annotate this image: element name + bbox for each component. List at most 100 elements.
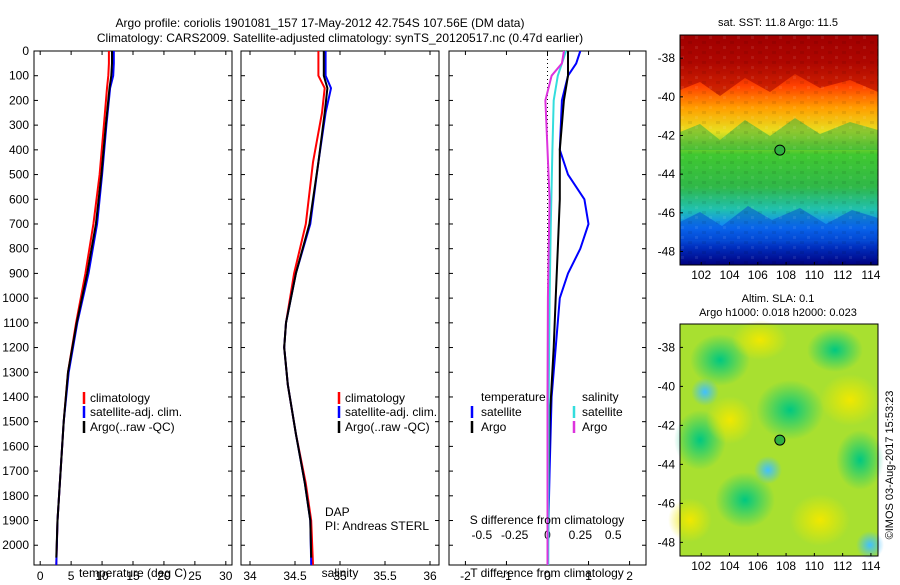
sla-anomaly: [732, 320, 788, 360]
sla-anomaly: [807, 328, 863, 372]
y-tick-label: 1300: [2, 365, 29, 379]
y-tick-label: 1700: [2, 464, 29, 478]
y-tick-label: 0: [22, 44, 29, 58]
x-tick2-label: 0.5: [605, 528, 622, 542]
x-tick2-label: -0.5: [471, 528, 492, 542]
difference-legend-temperature: temperature satellite Argo: [470, 390, 546, 434]
x-tick-label: 5: [68, 569, 75, 580]
x-tick-label: 30: [219, 569, 233, 580]
difference-lines: [544, 50, 590, 566]
series-line-salinity-satellite: [547, 50, 567, 566]
x-tick-label: 2: [626, 569, 633, 580]
sla-argo-marker: [774, 434, 786, 446]
salinity-annotation-pi: PI: Andreas STERL: [325, 519, 429, 533]
legend-label-satellite: satellite-adj. clim.: [90, 405, 182, 419]
map-y-tick-label: -48: [658, 535, 676, 549]
map-y-tick-label: -40: [658, 379, 676, 393]
timestamp: ©IMOS 03-Aug-2017 15:53:23: [884, 391, 896, 540]
map-x-tick-label: 106: [748, 268, 768, 282]
x-tick-label: 1: [585, 569, 592, 580]
map-y-tick-label: -42: [658, 129, 676, 143]
legend-label-argo: Argo(..raw -QC): [90, 420, 175, 434]
map-x-tick-label: 102: [691, 268, 711, 282]
map-y-tick-label: -38: [658, 51, 676, 65]
y-tick-label: 1100: [3, 316, 29, 330]
temperature-xlabel: temperature (deg C): [79, 566, 187, 580]
legend-label-argo: Argo(..raw -QC): [345, 420, 430, 434]
salinity-xlabel: salinity: [322, 566, 359, 580]
sla-anomaly: [836, 430, 884, 490]
difference-xlabel2: S difference from climatology: [470, 513, 625, 527]
sla-anomaly: [754, 456, 782, 484]
x-tick-label: 0: [37, 569, 44, 580]
sla-map-frame: [679, 323, 879, 557]
map-x-tick-label: 108: [776, 559, 796, 573]
map-x-tick-label: 104: [719, 559, 739, 573]
difference-xlabel: T difference from climatology: [470, 566, 624, 580]
x-tick-label: 0: [544, 569, 551, 580]
x-tick2-label: 0.25: [569, 528, 593, 542]
series-line-argo-raw-qc-: [55, 51, 113, 558]
difference-legend-salinity: salinity satellite Argo: [572, 390, 623, 434]
y-tick-label: 1200: [2, 341, 29, 355]
legend-label-satellite: satellite-adj. clim.: [345, 405, 437, 419]
series-line-temperature-argo: [546, 51, 569, 558]
salinity-annotation-dap: DAP: [325, 505, 350, 519]
map-y-tick-label: -40: [658, 90, 676, 104]
y-tick-label: 1400: [2, 390, 29, 404]
legend-label-t-argo: Argo: [481, 420, 507, 434]
map-y-tick-label: -42: [658, 418, 676, 432]
sst-map: [679, 34, 879, 266]
map-y-tick-label: -44: [658, 167, 676, 181]
sst-map-title: sat. SST: 11.8 Argo: 11.5: [718, 17, 838, 29]
x-tick-label: 34: [243, 569, 257, 580]
x-tick-label: -1: [501, 569, 512, 580]
sla-anomaly: [820, 374, 880, 426]
map-y-tick-label: -44: [658, 457, 676, 471]
map-x-tick-label: 114: [861, 559, 880, 573]
x-tick-label: -2: [460, 569, 471, 580]
map-y-tick-label: -46: [658, 496, 676, 510]
legend-label-s-argo: Argo: [582, 420, 608, 434]
y-tick-label: 1800: [2, 489, 29, 503]
figure-title-line2: Climatology: CARS2009. Satellite-adjuste…: [97, 31, 583, 45]
map-x-tick-label: 110: [805, 268, 824, 282]
salinity-legend: climatology satellite-adj. clim. Argo(..…: [337, 391, 437, 434]
x-tick-label: 25: [188, 569, 202, 580]
y-tick-label: 700: [9, 217, 29, 231]
y-tick-label: 300: [9, 118, 29, 132]
sla-map-title2: Argo h1000: 0.018 h2000: 0.023: [699, 307, 857, 319]
salinity-lines: [283, 51, 332, 566]
map-x-tick-label: 110: [805, 559, 824, 573]
y-tick-label: 1000: [2, 291, 29, 305]
y-tick-label: 100: [9, 69, 29, 83]
sla-anomaly: [706, 396, 754, 444]
legend-label-t-satellite: satellite: [481, 405, 522, 419]
sst-axes: 102 104 106 108 110 112 114 -38 -40 -42 -44 -46 -48: [658, 51, 881, 282]
map-x-tick-label: 104: [719, 268, 739, 282]
sla-anomaly: [668, 498, 712, 542]
y-tick-label: 900: [9, 266, 29, 280]
map-x-tick-label: 108: [776, 268, 796, 282]
temperature-axes: 0100200300400500600700800900100011001200…: [2, 44, 233, 583]
sla-anomaly: [856, 531, 884, 559]
legend-label-climatology: climatology: [345, 391, 405, 405]
legend-label-s-satellite: satellite: [582, 405, 623, 419]
x-tick-label: 35.5: [373, 569, 397, 580]
map-x-tick-label: 112: [833, 559, 852, 573]
series-line-salinity-argo: [544, 50, 565, 565]
sla-anomaly: [790, 494, 850, 546]
map-y-tick-label: -46: [658, 206, 676, 220]
y-tick-label: 1500: [2, 415, 29, 429]
legend-label-climatology: climatology: [90, 391, 150, 405]
sla-axes: 102 104 106 108 110 112 114 -38 -40 -42 -44 -46 -48: [658, 340, 881, 573]
map-y-tick-label: -38: [658, 340, 676, 354]
legend-title-temperature: temperature: [481, 390, 546, 404]
y-tick-label: 600: [9, 192, 29, 206]
sst-argo-marker: [774, 144, 786, 156]
y-tick-label: 1900: [2, 514, 29, 528]
y-tick-label: 500: [9, 168, 29, 182]
x-tick2-label: -0.25: [501, 528, 529, 542]
sla-anomaly: [756, 380, 824, 440]
